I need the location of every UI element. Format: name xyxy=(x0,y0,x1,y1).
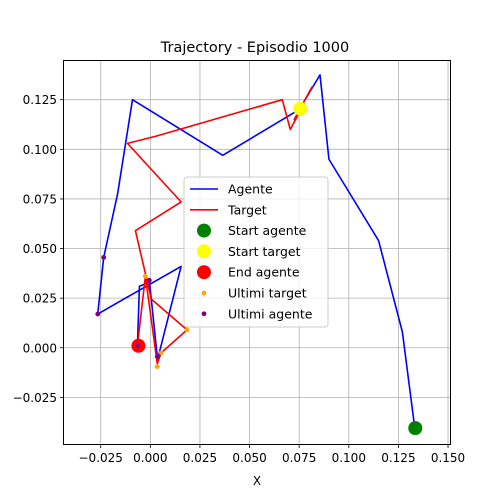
tick-layer: −0.025 0.000 0.025 0.050 0.075 0.100 0.125 0.15… xyxy=(13,93,466,465)
y-tick-label: 0.000 xyxy=(23,341,57,355)
x-tick-label: −0.025 xyxy=(79,451,123,465)
legend-big-marker xyxy=(197,244,211,259)
legend-big-marker xyxy=(197,223,211,238)
y-tick-label: −0.025 xyxy=(13,391,57,405)
plot-frame xyxy=(63,60,451,445)
ultimi-agente-point xyxy=(146,277,152,283)
y-tick-label: 0.100 xyxy=(23,143,57,157)
ultimi-target-point xyxy=(184,327,190,333)
x-tick-label: 0.150 xyxy=(431,451,465,465)
legend-label: Ultimi agente xyxy=(228,306,313,321)
x-tick-label: 0.075 xyxy=(282,451,316,465)
legend-label: Ultimi target xyxy=(228,286,307,301)
x-tick-label: 0.025 xyxy=(183,451,217,465)
legend-box xyxy=(183,176,329,328)
chart-title: Trajectory - Episodio 1000 xyxy=(160,40,349,56)
y-tick-label: 0.050 xyxy=(23,242,57,256)
y-tick-label: 0.125 xyxy=(23,93,57,107)
x-tick-label: 0.050 xyxy=(232,451,266,465)
legend-label: Start agente xyxy=(228,223,307,238)
legend-label: End agente xyxy=(228,265,300,280)
ultimi-agente-point xyxy=(101,255,107,260)
y-tick-label: 0.025 xyxy=(23,292,57,306)
x-tick-label: 0.100 xyxy=(332,451,366,465)
legend-small-marker xyxy=(201,290,207,296)
ultimi-agente-point xyxy=(135,343,140,349)
ultimi-target-point xyxy=(154,364,160,370)
ultimi-target-point xyxy=(158,350,164,356)
x-tick-label: 0.000 xyxy=(133,451,167,465)
start-agente-marker xyxy=(408,421,423,436)
legend-small-marker xyxy=(201,311,207,317)
ultimi-agente-point xyxy=(154,354,160,360)
x-tick-label: 0.125 xyxy=(381,451,415,465)
ultimi-agente-point xyxy=(95,311,101,317)
legend-label: Target xyxy=(227,202,267,217)
ultimi-target-point xyxy=(142,273,148,279)
legend: Agente Target Start agente Start target End … xyxy=(183,176,329,328)
y-tick-label: 0.075 xyxy=(23,192,57,206)
start-target-marker xyxy=(293,101,308,116)
legend-big-marker xyxy=(197,265,211,280)
legend-label: Agente xyxy=(228,182,273,197)
plot-layer xyxy=(95,74,423,436)
legend-label: Start target xyxy=(228,244,301,259)
x-axis-label: X xyxy=(253,474,261,488)
